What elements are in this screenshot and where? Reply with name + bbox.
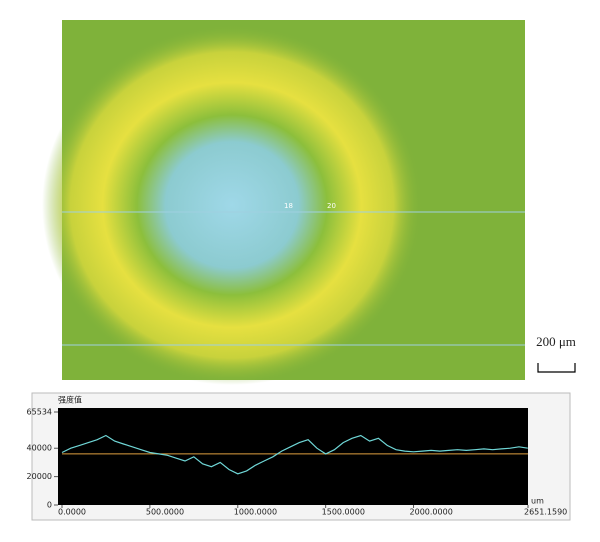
y-tick-label: 20000 xyxy=(27,472,52,481)
x-tick-label: 2000.0000 xyxy=(410,508,453,517)
scale-bar-label: 200 μm xyxy=(536,334,576,349)
y-tick-label: 0 xyxy=(47,501,52,510)
y-tick-label: 65534 xyxy=(27,408,52,417)
plot-area xyxy=(58,408,528,505)
scale-bar xyxy=(537,363,576,373)
x-unit-label: um xyxy=(531,497,544,506)
y-axis-label: 强度值 xyxy=(58,395,82,405)
data-line xyxy=(61,434,528,475)
x-tick-label: 500.0000 xyxy=(146,508,184,517)
image-label: 18 xyxy=(284,202,293,210)
x-tick-label: 1500.0000 xyxy=(322,508,365,517)
x-tick-label: 2651.1590 xyxy=(524,508,567,517)
x-tick-label: 0.0000 xyxy=(58,508,86,517)
x-tick-label: 1000.0000 xyxy=(234,508,277,517)
y-tick-label: 40000 xyxy=(27,444,52,453)
image-label: 20 xyxy=(327,202,336,210)
micrograph: 18 20 xyxy=(42,20,525,385)
ring-pattern xyxy=(42,25,422,385)
